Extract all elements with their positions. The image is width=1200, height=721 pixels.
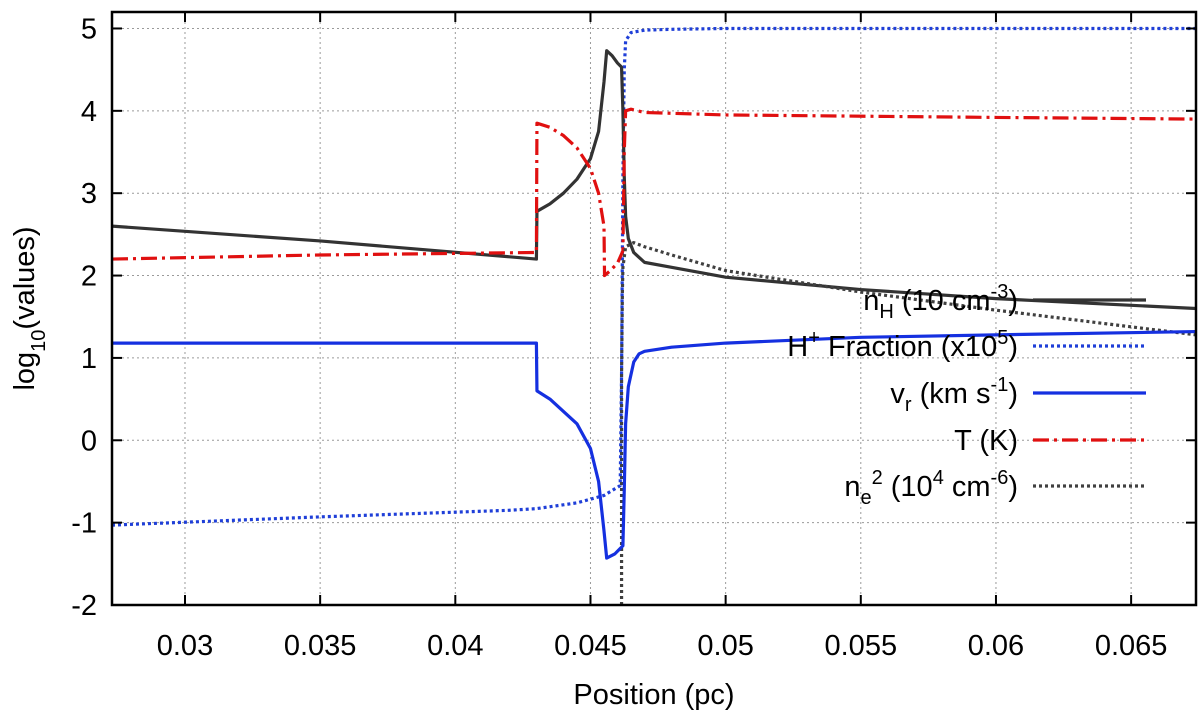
y-tick-label: 3	[81, 178, 97, 210]
legend: nH​ (10 cm-3​) H+​ Fraction (x105​) vr​ (k…	[787, 281, 1146, 509]
y-axis-title-suffix: (values)	[9, 226, 41, 329]
y-axis-title: log10(values)	[9, 226, 50, 390]
y-tick-label: -2	[71, 590, 97, 622]
legend-part-main: n	[844, 471, 860, 503]
series-layer	[112, 26, 1196, 605]
legend-label-h-plus-fraction: H+​ Fraction (x105​)	[787, 327, 1018, 363]
legend-label-ne-squared: ne​2​ (104​ cm-6​)	[844, 467, 1018, 509]
x-tick-label: 0.055	[825, 630, 898, 662]
legend-part-rest: (10 cm	[894, 285, 991, 317]
legend-part-sup2: 4	[933, 467, 944, 489]
tick-labels: 0.03 0.035 0.04 0.045 0.05 0.055 0.06 0.065 -2 -1…	[71, 13, 1167, 662]
legend-part-sup: 2	[872, 467, 883, 489]
legend-part-main: H	[787, 331, 808, 363]
legend-part-end: )	[1008, 331, 1018, 363]
x-axis-title: Position (pc)	[573, 679, 734, 711]
axis-ticks	[112, 12, 1196, 606]
legend-label-nh: nH​ (10 cm-3​)	[863, 281, 1018, 323]
x-tick-label: 0.035	[284, 630, 357, 662]
legend-part-main: n	[863, 285, 879, 317]
legend-label-vr: vr​ (km s-1​)	[890, 374, 1018, 416]
y-axis-title-subscript: 10	[28, 330, 50, 352]
legend-part-rest: (10	[883, 471, 933, 503]
x-tick-label: 0.05	[697, 630, 753, 662]
legend-part-sup: -1	[991, 374, 1009, 396]
plot-frame	[110, 10, 1198, 607]
series-line-ne-squared	[619, 241, 1196, 605]
y-tick-label: -1	[71, 508, 97, 540]
x-tick-label: 0.03	[157, 630, 213, 662]
x-tick-label: 0.06	[968, 630, 1024, 662]
legend-part-sup: -3	[991, 281, 1009, 303]
y-tick-label: 5	[81, 13, 97, 45]
legend-part-sub: H	[879, 301, 893, 323]
y-tick-label: 4	[81, 96, 97, 128]
legend-part-sup: +	[808, 327, 820, 349]
legend-part-rest2: cm	[944, 471, 991, 503]
legend-part-sub: r	[905, 394, 912, 416]
series-line-temperature	[112, 107, 1196, 278]
legend-part-sub: e	[860, 487, 871, 509]
legend-part-end: )	[1008, 471, 1018, 503]
legend-part-sup2: 5	[997, 327, 1008, 349]
legend-part-end: )	[1008, 378, 1018, 410]
y-axis-title-prefix: log	[9, 352, 41, 391]
legend-part-rest: Fraction (x10	[820, 331, 997, 363]
x-tick-label: 0.04	[427, 630, 483, 662]
series-line-h-plus-fraction	[112, 26, 1196, 527]
x-tick-label: 0.045	[554, 630, 627, 662]
legend-part-main: T (K)	[954, 425, 1018, 457]
y-tick-label: 0	[81, 425, 97, 457]
series-line-nh	[112, 49, 1196, 311]
legend-label-temperature: T (K)	[954, 425, 1018, 457]
legend-part-sup3: -6	[991, 467, 1009, 489]
legend-part-end: )	[1008, 285, 1018, 317]
legend-part-main: v	[890, 378, 905, 410]
x-tick-label: 0.065	[1095, 630, 1168, 662]
series-line-vr	[112, 329, 1196, 560]
y-tick-label: 2	[81, 261, 97, 293]
y-tick-label: 1	[81, 343, 97, 375]
legend-part-rest: (km s	[912, 378, 991, 410]
